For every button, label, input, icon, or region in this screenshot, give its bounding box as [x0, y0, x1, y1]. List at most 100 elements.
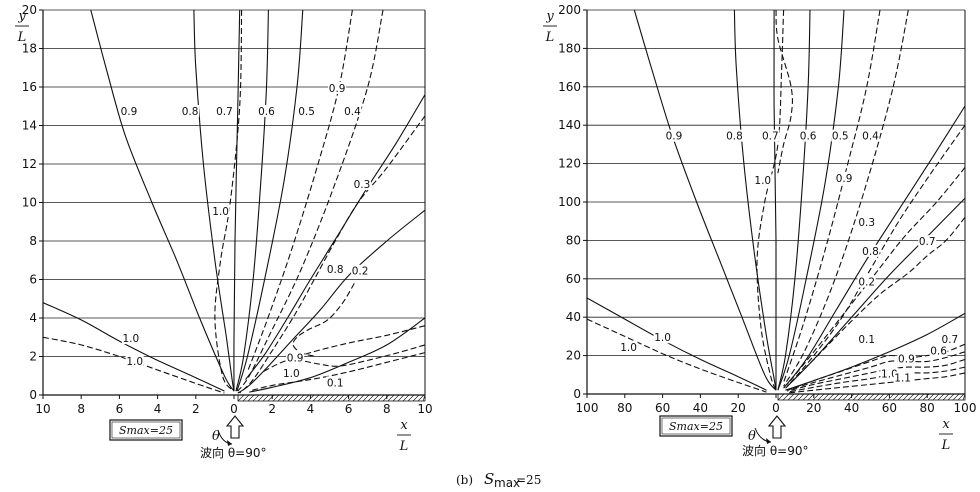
contour-label: 0.6: [800, 131, 817, 143]
x-axis-label-top: x: [942, 417, 950, 432]
contour-dashed-0-3: [786, 124, 965, 387]
contour-label-bg: [893, 371, 912, 384]
contour-dashed-0-3: [239, 115, 425, 394]
breakwater-hatch: [347, 394, 355, 402]
contour-label: 0.4: [344, 106, 361, 118]
y-axis-label-bottom: L: [17, 30, 27, 45]
y-axis-label-top: y: [545, 9, 554, 24]
contour-label: 1.0: [212, 206, 229, 218]
x-tick-label: 60: [655, 401, 670, 415]
contour-label: 0.9: [836, 173, 853, 185]
y-tick-label: 40: [566, 310, 581, 324]
contour-dashed-0-2: [292, 283, 355, 358]
contour-dashed-1-0: [249, 352, 425, 392]
breakwater-hatch: [367, 394, 375, 402]
contour-label: 1.0: [620, 342, 637, 354]
left-direction-label: 波向 θ=90°: [200, 445, 266, 460]
breakwater-hatch: [822, 393, 830, 401]
breakwater-hatch: [287, 394, 295, 402]
y-tick-label: 12: [22, 157, 37, 171]
contour-label-bg: [125, 355, 144, 368]
breakwater-hatch: [892, 393, 900, 401]
contour-label: 0.9: [287, 352, 304, 364]
y-tick-label: 200: [558, 3, 581, 17]
contour-label-bg: [181, 104, 200, 117]
contour-dashed-1-0: [775, 10, 793, 174]
x-tick-label: 0: [772, 401, 780, 415]
contour-label-bg: [940, 333, 959, 346]
breakwater-hatch: [297, 394, 305, 402]
y-tick-label: 100: [558, 195, 581, 209]
x-tick-label: 80: [920, 401, 935, 415]
contour-label: 1.0: [123, 333, 140, 345]
contour-label-bg: [725, 129, 744, 142]
x-tick-label: 6: [116, 402, 124, 416]
breakwater-hatch: [917, 393, 925, 401]
y-tick-label: 18: [22, 42, 37, 56]
breakwater-hatch: [312, 394, 320, 402]
x-tick-label: 2: [192, 402, 200, 416]
breakwater-hatch: [812, 393, 820, 401]
breakwater-hatch: [862, 393, 870, 401]
caption-prefix: (b): [456, 473, 473, 487]
contour-dashed-1-0: [756, 10, 785, 391]
x-tick-label: 0: [230, 402, 238, 416]
contour-label-bg: [328, 81, 347, 94]
contour-label: 0.8: [182, 106, 199, 118]
breakwater-hatch: [372, 394, 380, 402]
y-tick-label: 20: [566, 349, 581, 363]
breakwater-hatch: [902, 393, 910, 401]
breakwater-hatch: [942, 393, 950, 401]
contour-label: 0.8: [726, 131, 743, 143]
x-tick-label: 100: [954, 401, 977, 415]
contour-label-bg: [297, 104, 316, 117]
contour-label: 0.8: [327, 264, 344, 276]
contour-label-bg: [831, 129, 850, 142]
contour-label: 1.0: [654, 332, 671, 344]
breakwater-hatch: [327, 394, 335, 402]
x-tick-label: 10: [35, 402, 50, 416]
contour-label-bg: [286, 351, 305, 364]
contour-label: 0.5: [832, 131, 849, 143]
contour-label-bg: [857, 275, 876, 288]
breakwater-hatch: [802, 393, 810, 401]
contour-solid-1-0: [587, 297, 767, 391]
contour-label: 0.5: [298, 106, 315, 118]
breakwater-hatch: [787, 393, 795, 401]
breakwater-hatch: [827, 393, 835, 401]
contour-label-bg: [211, 205, 230, 218]
breakwater-hatch: [842, 393, 850, 401]
contour-dashed-0-7: [787, 343, 965, 391]
contour-label-bg: [929, 344, 948, 357]
breakwater-hatch: [837, 393, 845, 401]
contour-solid-0-7: [773, 10, 777, 391]
contour-label-bg: [918, 235, 937, 248]
contour-label-bg: [343, 104, 362, 117]
breakwater-hatch: [927, 393, 935, 401]
breakwater-hatch: [867, 393, 875, 401]
breakwater-hatch: [957, 393, 965, 401]
contour-label: 1.0: [283, 368, 300, 380]
right-wave-arrow: θ: [748, 415, 787, 444]
x-axis-label-bottom: L: [941, 438, 951, 453]
breakwater-hatch: [402, 394, 410, 402]
breakwater-hatch: [417, 394, 425, 402]
breakwater-hatch: [237, 394, 245, 402]
x-tick-label: 40: [844, 401, 859, 415]
breakwater-hatch: [897, 393, 905, 401]
contour-label-bg: [326, 376, 345, 389]
contour-label: 0.9: [329, 83, 346, 95]
breakwater-hatch: [317, 394, 325, 402]
breakwater-hatch: [257, 394, 265, 402]
breakwater-hatch: [932, 393, 940, 401]
contour-label: 0.7: [762, 131, 779, 143]
contour-label: 0.9: [898, 353, 915, 365]
contour-lines: [43, 10, 425, 394]
contour-dashed-0-4: [783, 10, 909, 387]
contour-solid-0-8: [733, 10, 777, 391]
y-tick-label: 10: [22, 196, 37, 210]
breakwater-hatch: [407, 394, 415, 402]
